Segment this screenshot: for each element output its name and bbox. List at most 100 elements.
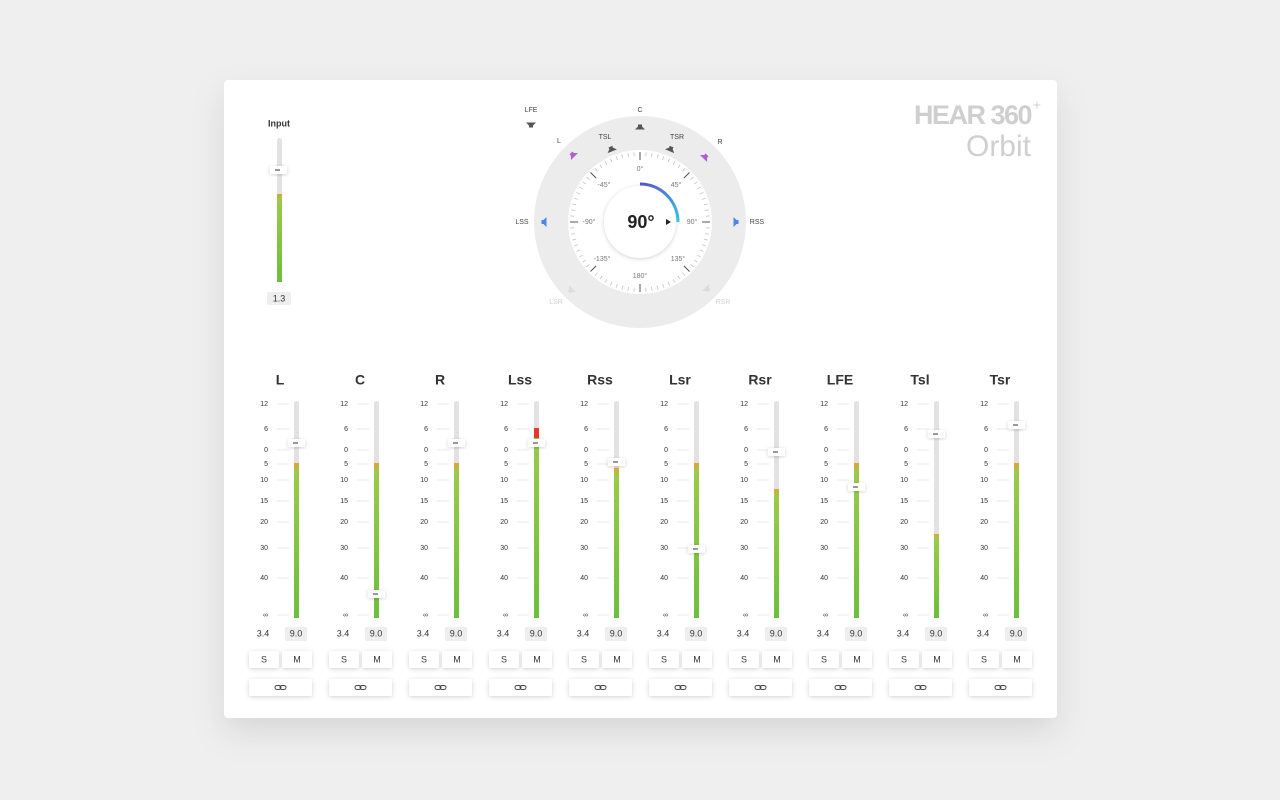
panner-knob[interactable] bbox=[604, 186, 676, 258]
mute-label: M bbox=[293, 654, 301, 664]
speaker-label: L bbox=[557, 138, 561, 145]
scale-label: 30 bbox=[900, 545, 908, 552]
mute-button[interactable] bbox=[762, 651, 792, 668]
dial-tick bbox=[701, 197, 706, 200]
link-icon bbox=[679, 685, 687, 690]
scale-label: 40 bbox=[820, 575, 828, 582]
speaker-icon[interactable] bbox=[665, 145, 676, 154]
solo-label: S bbox=[501, 654, 507, 664]
dial-tick bbox=[579, 186, 584, 190]
right-value-box bbox=[605, 627, 627, 641]
solo-button[interactable] bbox=[889, 651, 919, 668]
input-value-box bbox=[267, 292, 291, 305]
dial-tick bbox=[594, 272, 598, 276]
link-icon bbox=[519, 685, 527, 690]
mute-label: M bbox=[453, 654, 461, 664]
scale-label: 10 bbox=[660, 477, 668, 484]
speaker-icon[interactable] bbox=[701, 283, 713, 295]
mute-button[interactable] bbox=[1002, 651, 1032, 668]
link-icon bbox=[759, 685, 767, 690]
speaker-icon[interactable] bbox=[635, 124, 645, 130]
scale-label: ∞ bbox=[503, 612, 508, 619]
dial-tick bbox=[662, 283, 665, 288]
scale-label: 5 bbox=[344, 461, 348, 468]
mute-label: M bbox=[853, 654, 861, 664]
solo-button[interactable] bbox=[489, 651, 519, 668]
channel-name: Lsr bbox=[669, 372, 691, 388]
speaker-icon[interactable] bbox=[565, 284, 577, 296]
channel-name: Tsr bbox=[990, 372, 1011, 388]
scale-label: 0 bbox=[504, 447, 508, 454]
solo-button[interactable] bbox=[329, 651, 359, 668]
dial-tick bbox=[594, 168, 598, 172]
level-meter bbox=[694, 463, 699, 618]
speaker-icon[interactable] bbox=[541, 217, 547, 227]
right-value-box bbox=[845, 627, 867, 641]
dial-tick bbox=[582, 181, 587, 185]
scale-label: 5 bbox=[664, 461, 668, 468]
level-meter bbox=[534, 428, 539, 618]
speaker-label: LSS bbox=[515, 219, 529, 226]
scale-label: 12 bbox=[980, 401, 988, 408]
scale-label: 15 bbox=[820, 498, 828, 505]
left-value: 3.4 bbox=[977, 628, 990, 638]
dial-tick bbox=[615, 156, 618, 161]
mute-button[interactable] bbox=[842, 651, 872, 668]
dial-tick bbox=[701, 244, 706, 247]
mute-button[interactable] bbox=[442, 651, 472, 668]
dial-tick bbox=[599, 275, 603, 280]
channel-name: R bbox=[435, 372, 445, 388]
scale-label: 10 bbox=[340, 477, 348, 484]
scale-label: 30 bbox=[980, 545, 988, 552]
left-value: 3.4 bbox=[737, 628, 750, 638]
speaker-icon[interactable] bbox=[733, 217, 739, 227]
right-value-box bbox=[765, 627, 787, 641]
dial-tick bbox=[627, 286, 629, 291]
mute-button[interactable] bbox=[362, 651, 392, 668]
speaker-icon[interactable] bbox=[567, 149, 579, 161]
degree-label: 0° bbox=[637, 165, 644, 173]
solo-button[interactable] bbox=[729, 651, 759, 668]
speaker-icon[interactable] bbox=[606, 145, 617, 154]
dial-tick bbox=[615, 283, 618, 288]
scale-label: ∞ bbox=[583, 612, 588, 619]
scale-label: 12 bbox=[500, 401, 508, 408]
logo-product: Orbit bbox=[966, 130, 1032, 163]
scale-label: 30 bbox=[580, 545, 588, 552]
solo-button[interactable] bbox=[249, 651, 279, 668]
mute-button[interactable] bbox=[602, 651, 632, 668]
solo-button[interactable] bbox=[409, 651, 439, 668]
solo-button[interactable] bbox=[969, 651, 999, 668]
dial-tick bbox=[703, 203, 708, 206]
scale-label: 30 bbox=[340, 545, 348, 552]
solo-button[interactable] bbox=[569, 651, 599, 668]
link-icon bbox=[514, 685, 522, 690]
mute-button[interactable] bbox=[522, 651, 552, 668]
scale-label: 15 bbox=[340, 498, 348, 505]
mute-label: M bbox=[613, 654, 621, 664]
scale-label: 20 bbox=[820, 519, 828, 526]
scale-label: 12 bbox=[580, 401, 588, 408]
solo-button[interactable] bbox=[809, 651, 839, 668]
mute-button[interactable] bbox=[282, 651, 312, 668]
solo-button[interactable] bbox=[649, 651, 679, 668]
speaker-label: RSS bbox=[750, 219, 765, 226]
link-icon bbox=[914, 685, 922, 690]
level-meter bbox=[294, 463, 299, 618]
angle-value: 90° bbox=[627, 212, 654, 232]
left-value: 3.4 bbox=[897, 628, 910, 638]
input-label: Input bbox=[268, 118, 290, 128]
scale-label: 0 bbox=[904, 447, 908, 454]
speaker-icon[interactable] bbox=[699, 151, 711, 163]
mute-button[interactable] bbox=[682, 651, 712, 668]
solo-label: S bbox=[581, 654, 587, 664]
mute-label: M bbox=[373, 654, 381, 664]
speaker-icon[interactable] bbox=[526, 122, 536, 128]
mute-button[interactable] bbox=[922, 651, 952, 668]
mute-label: M bbox=[933, 654, 941, 664]
solo-label: S bbox=[821, 654, 827, 664]
scale-label: ∞ bbox=[983, 612, 988, 619]
scale-label: 6 bbox=[264, 426, 268, 433]
dial-tick bbox=[610, 281, 613, 286]
